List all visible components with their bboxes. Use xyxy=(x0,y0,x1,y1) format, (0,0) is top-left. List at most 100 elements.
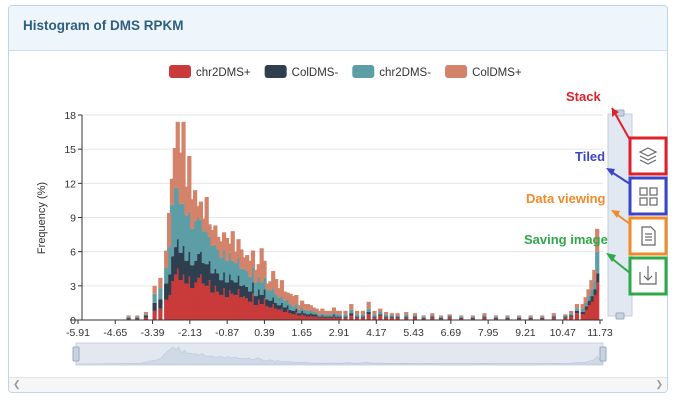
bar-ColDMS+[interactable] xyxy=(164,250,169,268)
bar-chr2DMS+[interactable] xyxy=(595,282,600,320)
bar-ColDMS-[interactable] xyxy=(181,245,186,275)
bar-chr2DMS+[interactable] xyxy=(259,304,264,320)
bar-chr2DMS+[interactable] xyxy=(221,288,227,320)
bar-chr2DMS+[interactable] xyxy=(172,274,177,320)
bar-ColDMS+[interactable] xyxy=(187,156,192,212)
bar-ColDMS+[interactable] xyxy=(540,315,545,317)
bar-ColDMS+[interactable] xyxy=(378,308,383,313)
bar-chr2DMS-[interactable] xyxy=(430,315,435,317)
bar-chr2DMS-[interactable] xyxy=(172,187,177,248)
bar-chr2DMS+[interactable] xyxy=(563,317,568,320)
bar-ColDMS-[interactable] xyxy=(135,317,140,319)
bar-ColDMS-[interactable] xyxy=(294,308,299,313)
bar-ColDMS+[interactable] xyxy=(314,308,319,313)
legend-swatch[interactable] xyxy=(264,65,287,78)
bar-ColDMS-[interactable] xyxy=(493,317,499,319)
bar-chr2DMS-[interactable] xyxy=(181,203,186,246)
bar-chr2DMS+[interactable] xyxy=(213,285,218,320)
bar-chr2DMS-[interactable] xyxy=(221,249,227,273)
bar-ColDMS-[interactable] xyxy=(201,263,206,284)
bar-chr2DMS+[interactable] xyxy=(279,308,284,320)
bar-chr2DMS-[interactable] xyxy=(265,289,270,300)
bar-ColDMS+[interactable] xyxy=(236,239,241,258)
bar-chr2DMS-[interactable] xyxy=(216,249,221,274)
bar-ColDMS-[interactable] xyxy=(337,316,342,318)
bar-chr2DMS+[interactable] xyxy=(219,294,224,320)
bar-chr2DMS-[interactable] xyxy=(184,215,189,261)
bar-chr2DMS+[interactable] xyxy=(245,298,250,320)
bar-ColDMS+[interactable] xyxy=(126,315,131,317)
bar-ColDMS-[interactable] xyxy=(175,239,180,269)
bar-chr2DMS+[interactable] xyxy=(395,317,400,320)
bar-ColDMS+[interactable] xyxy=(430,313,435,316)
bar-chr2DMS-[interactable] xyxy=(517,316,522,318)
bar-ColDMS-[interactable] xyxy=(152,302,157,311)
bar-ColDMS-[interactable] xyxy=(265,299,270,307)
bar-ColDMS-[interactable] xyxy=(221,272,227,289)
bar-chr2DMS+[interactable] xyxy=(282,312,287,320)
bar-chr2DMS+[interactable] xyxy=(574,313,580,320)
bar-chr2DMS-[interactable] xyxy=(421,316,426,318)
bar-chr2DMS-[interactable] xyxy=(193,220,198,261)
bar-chr2DMS-[interactable] xyxy=(213,244,218,269)
bar-ColDMS+[interactable] xyxy=(326,310,331,315)
bar-ColDMS-[interactable] xyxy=(551,316,556,318)
bar-chr2DMS+[interactable] xyxy=(285,309,290,320)
bar-chr2DMS+[interactable] xyxy=(389,317,394,320)
bar-chr2DMS+[interactable] xyxy=(250,293,256,320)
bar-chr2DMS-[interactable] xyxy=(395,315,400,317)
bar-chr2DMS+[interactable] xyxy=(143,317,149,320)
bar-ColDMS+[interactable] xyxy=(288,293,293,305)
bar-ColDMS-[interactable] xyxy=(288,309,293,314)
bar-chr2DMS-[interactable] xyxy=(233,263,238,283)
bar-ColDMS+[interactable] xyxy=(311,307,316,313)
bar-chr2DMS-[interactable] xyxy=(282,300,287,308)
bar-ColDMS+[interactable] xyxy=(224,238,230,261)
bar-ColDMS+[interactable] xyxy=(198,201,203,220)
bar-ColDMS-[interactable] xyxy=(305,314,311,317)
bar-chr2DMS-[interactable] xyxy=(224,260,230,283)
bar-chr2DMS-[interactable] xyxy=(250,267,256,283)
bar-ColDMS+[interactable] xyxy=(404,312,409,315)
zoom-selection[interactable] xyxy=(76,343,603,365)
bar-ColDMS-[interactable] xyxy=(178,252,183,281)
bar-ColDMS-[interactable] xyxy=(207,260,212,281)
bar-chr2DMS-[interactable] xyxy=(135,316,140,318)
bar-ColDMS-[interactable] xyxy=(302,313,308,316)
bar-ColDMS-[interactable] xyxy=(308,313,313,316)
bar-chr2DMS+[interactable] xyxy=(271,304,276,320)
bar-ColDMS+[interactable] xyxy=(300,300,305,308)
bar-ColDMS-[interactable] xyxy=(297,313,302,316)
bar-chr2DMS-[interactable] xyxy=(372,314,377,317)
bar-chr2DMS-[interactable] xyxy=(366,308,371,313)
bar-ColDMS-[interactable] xyxy=(366,312,371,315)
bar-ColDMS-[interactable] xyxy=(470,317,475,319)
bar-ColDMS+[interactable] xyxy=(271,271,276,289)
bar-ColDMS-[interactable] xyxy=(187,251,192,277)
bar-ColDMS+[interactable] xyxy=(265,283,270,290)
bar-ColDMS+[interactable] xyxy=(583,297,588,303)
bar-chr2DMS-[interactable] xyxy=(360,314,365,317)
bar-ColDMS-[interactable] xyxy=(184,260,189,284)
bar-chr2DMS-[interactable] xyxy=(207,236,212,261)
bar-ColDMS-[interactable] xyxy=(158,299,163,309)
bar-ColDMS+[interactable] xyxy=(595,228,600,252)
bar-ColDMS+[interactable] xyxy=(331,307,337,313)
legend[interactable]: chr2DMS+ ColDMS-chr2DMS- ColDMS+ xyxy=(169,65,522,79)
bar-ColDMS-[interactable] xyxy=(505,317,510,319)
bar-ColDMS-[interactable] xyxy=(279,302,284,309)
legend-label[interactable]: chr2DMS- xyxy=(379,67,431,79)
bar-chr2DMS-[interactable] xyxy=(383,314,389,317)
bar-chr2DMS+[interactable] xyxy=(569,316,574,320)
bar-ColDMS-[interactable] xyxy=(595,273,600,283)
bar-chr2DMS-[interactable] xyxy=(378,312,383,315)
bar-ColDMS+[interactable] xyxy=(227,243,232,253)
bar-chr2DMS+[interactable] xyxy=(201,283,206,320)
bar-chr2DMS-[interactable] xyxy=(551,315,556,317)
bar-chr2DMS-[interactable] xyxy=(297,309,302,314)
bar-chr2DMS-[interactable] xyxy=(178,203,183,253)
bar-chr2DMS+[interactable] xyxy=(302,315,308,320)
y-data-zoom-slider[interactable] xyxy=(607,109,633,320)
bar-ColDMS+[interactable] xyxy=(239,249,244,269)
bar-chr2DMS+[interactable] xyxy=(378,315,383,320)
